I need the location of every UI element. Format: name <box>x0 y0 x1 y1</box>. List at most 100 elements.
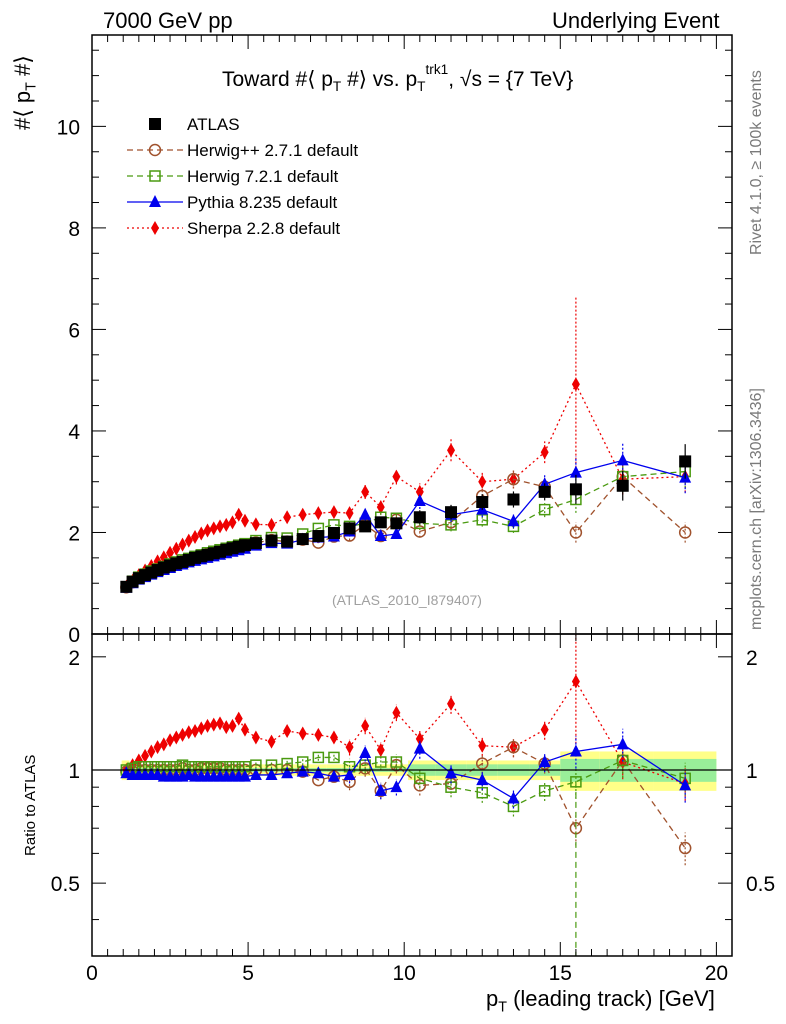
point-sherpa-2-2-8-default <box>184 533 193 548</box>
ratio-point-herwig-2-7-1-default <box>678 841 692 855</box>
point-sherpa-2-2-8-default <box>392 469 401 484</box>
point-atlas <box>296 533 309 546</box>
ratio-point-sherpa-2-2-8-default <box>251 730 260 745</box>
ratio-point-herwig-7-2-1-default <box>414 772 426 785</box>
y-tick-label: 8 <box>68 218 80 241</box>
ratio-tick-label-right: 2 <box>746 647 758 670</box>
ratio-point-pythia-8-235-default <box>343 767 356 780</box>
point-sherpa-2-2-8-default <box>415 484 424 499</box>
point-sherpa-2-2-8-default <box>209 521 218 536</box>
ratio-point-sherpa-2-2-8-default <box>415 731 424 746</box>
y-tick-label: 6 <box>68 319 80 342</box>
ratio-point-pythia-8-235-default <box>327 769 340 782</box>
ratio-point-herwig-7-2-1-default <box>538 785 551 797</box>
point-pythia-8-235-default <box>359 507 372 520</box>
x-axis-label: pT (leading track) [GeV] <box>486 986 715 1016</box>
legend-label: Herwig 7.2.1 default <box>187 167 338 186</box>
point-atlas <box>359 520 372 533</box>
ratio-point-sherpa-2-2-8-default <box>159 737 168 752</box>
point-pythia-8-235-default <box>374 529 387 542</box>
point-pythia-8-235-default <box>616 453 629 466</box>
point-sherpa-2-2-8-default <box>228 515 237 530</box>
ratio-point-herwig-7-2-1-default <box>476 786 488 799</box>
legend-marker <box>149 195 161 207</box>
ratio-point-sherpa-2-2-8-default <box>184 725 193 740</box>
point-atlas <box>413 511 426 524</box>
ratio-point-sherpa-2-2-8-default <box>392 705 401 720</box>
ratio-point-herwig-7-2-1-default <box>616 754 629 767</box>
legend-label: ATLAS <box>187 115 240 134</box>
point-atlas <box>126 575 139 588</box>
ratio-y-axis-label: Ratio to ATLAS <box>22 754 39 856</box>
ratio-point-sherpa-2-2-8-default <box>209 717 218 732</box>
analysis-tag: (ATLAS_2010_I879407) <box>332 592 482 608</box>
ratio-point-sherpa-2-2-8-default <box>234 711 243 726</box>
ratio-point-sherpa-2-2-8-default <box>267 734 276 749</box>
ratio-tick-label-right: 0.5 <box>746 873 775 896</box>
ratio-panel <box>120 634 692 956</box>
ratio-point-sherpa-2-2-8-default <box>166 733 175 748</box>
legend-label: Sherpa 2.2.8 default <box>187 219 340 238</box>
point-atlas <box>390 517 403 530</box>
ratio-tick-label-left: 2 <box>68 647 80 670</box>
x-tick-label: 10 <box>393 962 416 985</box>
series-line-sherpa-2-2-8-default <box>125 382 686 588</box>
ratio-tick-label-right: 1 <box>746 760 758 783</box>
ratio-point-sherpa-2-2-8-default <box>283 723 292 738</box>
point-atlas <box>507 493 520 506</box>
ratio-point-pythia-8-235-default <box>679 778 692 791</box>
point-sherpa-2-2-8-default <box>267 517 276 532</box>
legend: ATLAS Herwig++ 2.7.1 default Herwig 7.2.1 … <box>127 115 358 238</box>
y-tick-label: 10 <box>57 116 80 139</box>
rivet-version-text: Rivet 4.1.0, ≥ 100k events <box>748 70 765 255</box>
point-atlas <box>616 479 629 492</box>
point-sherpa-2-2-8-default <box>191 530 200 545</box>
header-left: 7000 GeV pp <box>103 8 233 33</box>
ratio-axes-box <box>91 633 733 957</box>
ratio-point-pythia-8-235-default <box>312 766 325 779</box>
ratio-point-sherpa-2-2-8-default <box>141 748 150 763</box>
ratio-point-pythia-8-235-default <box>238 769 251 782</box>
point-sherpa-2-2-8-default <box>376 500 385 515</box>
ratio-point-herwig-7-2-1-default <box>312 751 325 764</box>
point-atlas <box>327 526 340 539</box>
x-tick-label: 20 <box>705 962 728 985</box>
ratio-point-herwig-7-2-1-default <box>375 756 387 768</box>
ratio-point-herwig-7-2-1-default <box>328 751 340 764</box>
ratio-point-pythia-8-235-default <box>359 745 372 758</box>
ratio-tick-label-left: 1 <box>68 760 80 783</box>
point-atlas <box>538 485 551 498</box>
point-sherpa-2-2-8-default <box>197 526 206 541</box>
point-atlas <box>679 455 692 468</box>
point-sherpa-2-2-8-default <box>447 443 456 458</box>
point-pythia-8-235-default <box>507 514 520 527</box>
ratio-point-sherpa-2-2-8-default <box>228 718 237 733</box>
ratio-point-pythia-8-235-default <box>374 783 387 796</box>
point-atlas <box>265 534 278 547</box>
ratio-point-sherpa-2-2-8-default <box>298 726 307 741</box>
point-sherpa-2-2-8-default <box>314 506 323 521</box>
ratio-point-pythia-8-235-default <box>476 773 489 786</box>
y-tick-label: 4 <box>68 421 80 444</box>
main-panel <box>120 296 692 594</box>
point-atlas <box>445 506 458 519</box>
ratio-point-pythia-8-235-default <box>538 755 551 768</box>
ratio-point-pythia-8-235-default <box>296 764 309 777</box>
legend-marker <box>151 221 159 235</box>
point-atlas <box>374 516 387 529</box>
ratio-point-pythia-8-235-default <box>281 766 294 779</box>
legend-label: Pythia 8.235 default <box>187 193 338 212</box>
point-herwig-7-2-1-default <box>538 503 551 516</box>
ratio-point-sherpa-2-2-8-default <box>571 674 580 689</box>
point-atlas <box>249 537 262 550</box>
point-atlas <box>281 535 294 548</box>
ratio-point-sherpa-2-2-8-default <box>540 722 549 737</box>
point-atlas <box>569 483 582 496</box>
y-tick-label: 2 <box>68 522 80 545</box>
point-herwig-2-7-1-default <box>507 472 520 486</box>
ratio-point-sherpa-2-2-8-default <box>216 716 224 731</box>
ratio-point-sherpa-2-2-8-default <box>447 696 456 711</box>
ratio-point-sherpa-2-2-8-default <box>197 721 206 736</box>
point-sherpa-2-2-8-default <box>234 507 243 522</box>
